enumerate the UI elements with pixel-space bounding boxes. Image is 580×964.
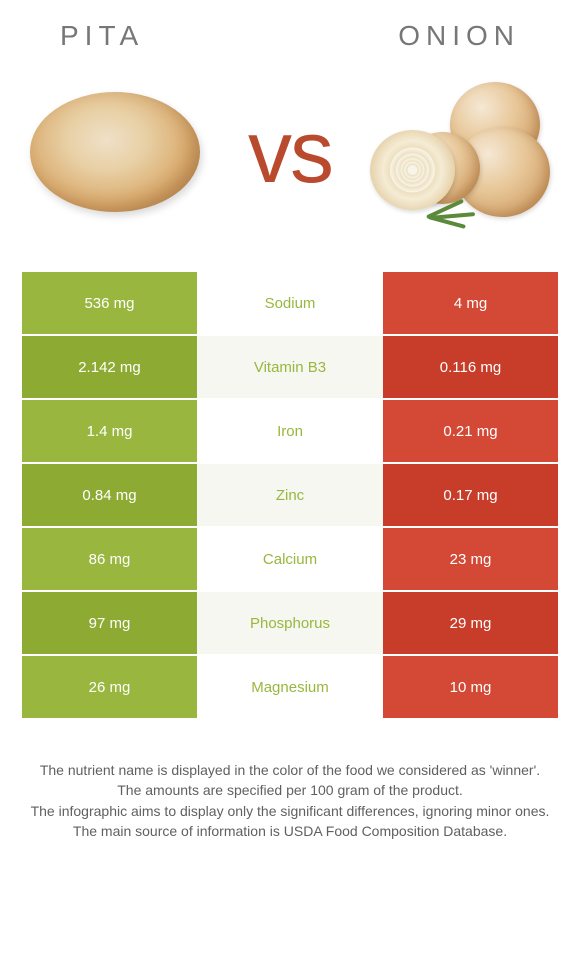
hero-section: vs bbox=[0, 62, 580, 262]
nutrient-right-value: 29 mg bbox=[383, 592, 558, 654]
header: Pita Onion bbox=[0, 0, 580, 62]
footer-line: The infographic aims to display only the… bbox=[25, 801, 555, 821]
nutrient-row: 86 mgCalcium23 mg bbox=[22, 528, 558, 590]
footer-line: The amounts are specified per 100 gram o… bbox=[25, 780, 555, 800]
nutrient-row: 0.84 mgZinc0.17 mg bbox=[22, 464, 558, 526]
nutrient-right-value: 0.17 mg bbox=[383, 464, 558, 526]
nutrient-row: 2.142 mgVitamin B30.116 mg bbox=[22, 336, 558, 398]
nutrient-row: 97 mgPhosphorus29 mg bbox=[22, 592, 558, 654]
nutrient-name: Vitamin B3 bbox=[197, 336, 383, 398]
nutrient-left-value: 536 mg bbox=[22, 272, 197, 334]
footer-notes: The nutrient name is displayed in the co… bbox=[0, 720, 580, 841]
vs-label: vs bbox=[248, 101, 332, 203]
nutrient-name: Calcium bbox=[197, 528, 383, 590]
footer-line: The main source of information is USDA F… bbox=[25, 821, 555, 841]
nutrient-table: 536 mgSodium4 mg2.142 mgVitamin B30.116 … bbox=[22, 272, 558, 718]
nutrient-row: 536 mgSodium4 mg bbox=[22, 272, 558, 334]
nutrient-right-value: 0.116 mg bbox=[383, 336, 558, 398]
footer-line: The nutrient name is displayed in the co… bbox=[25, 760, 555, 780]
nutrient-row: 1.4 mgIron0.21 mg bbox=[22, 400, 558, 462]
nutrient-name: Zinc bbox=[197, 464, 383, 526]
pita-image bbox=[30, 72, 210, 232]
title-left: Pita bbox=[60, 20, 144, 52]
nutrient-name: Iron bbox=[197, 400, 383, 462]
nutrient-left-value: 1.4 mg bbox=[22, 400, 197, 462]
nutrient-right-value: 4 mg bbox=[383, 272, 558, 334]
nutrient-left-value: 97 mg bbox=[22, 592, 197, 654]
nutrient-row: 26 mgMagnesium10 mg bbox=[22, 656, 558, 718]
nutrient-name: Phosphorus bbox=[197, 592, 383, 654]
onion-image bbox=[370, 72, 550, 232]
nutrient-name: Sodium bbox=[197, 272, 383, 334]
nutrient-left-value: 2.142 mg bbox=[22, 336, 197, 398]
nutrient-right-value: 23 mg bbox=[383, 528, 558, 590]
nutrient-left-value: 0.84 mg bbox=[22, 464, 197, 526]
nutrient-left-value: 26 mg bbox=[22, 656, 197, 718]
title-right: Onion bbox=[398, 20, 520, 52]
nutrient-right-value: 0.21 mg bbox=[383, 400, 558, 462]
nutrient-name: Magnesium bbox=[197, 656, 383, 718]
nutrient-right-value: 10 mg bbox=[383, 656, 558, 718]
nutrient-left-value: 86 mg bbox=[22, 528, 197, 590]
